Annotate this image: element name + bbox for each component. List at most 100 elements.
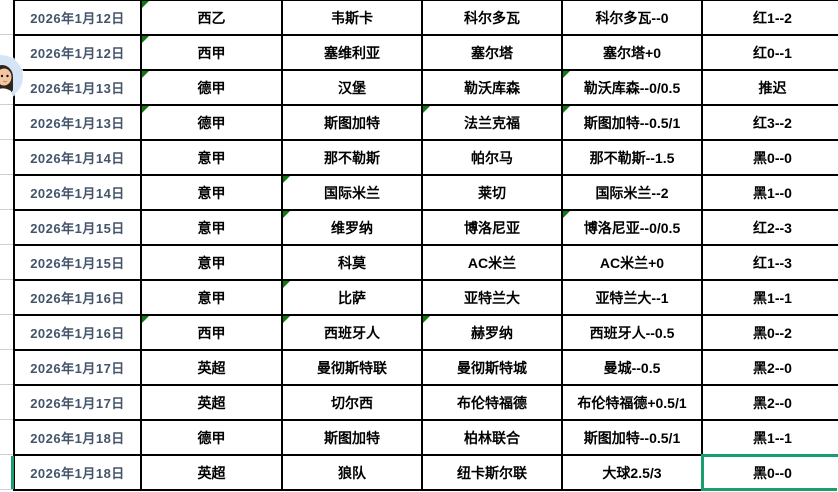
cell-result[interactable]: 黑0--0 [703, 141, 838, 176]
cell-date[interactable]: 2026年1月16日 [15, 316, 142, 351]
cell-home[interactable]: 切尔西 [283, 386, 423, 421]
cell-date[interactable]: 2026年1月14日 [15, 141, 142, 176]
cell-date[interactable]: 2026年1月18日 [15, 456, 142, 491]
cell-home[interactable]: 狼队 [283, 456, 423, 491]
cell-away[interactable]: 曼彻斯特城 [423, 351, 563, 386]
cell-handicap[interactable]: 大球2.5/3 [563, 456, 703, 491]
cell-league[interactable]: 西乙 [142, 1, 283, 36]
cell-home[interactable]: 西班牙人 [283, 316, 423, 351]
cell-handicap[interactable]: 亚特兰大--1 [563, 281, 703, 316]
cell-text: 切尔西 [331, 394, 373, 411]
cell-away[interactable]: 柏林联合 [423, 421, 563, 456]
cell-text: 国际米兰 [324, 184, 380, 201]
error-flag-icon [142, 1, 149, 8]
cell-date[interactable]: 2026年1月17日 [15, 386, 142, 421]
cell-league[interactable]: 德甲 [142, 71, 283, 106]
cell-date[interactable]: 2026年1月12日 [15, 1, 142, 36]
cell-result[interactable]: 黑1--1 [703, 281, 838, 316]
cell-result[interactable]: 红1--2 [703, 1, 838, 36]
cell-away[interactable]: 法兰克福 [423, 106, 563, 141]
cell-result[interactable]: 红1--3 [703, 246, 838, 281]
cell-away[interactable]: 塞尔塔 [423, 36, 563, 71]
cell-handicap[interactable]: 勒沃库森--0/0.5 [563, 71, 703, 106]
cell-home[interactable]: 维罗纳 [283, 211, 423, 246]
cell-text: 纽卡斯尔联 [457, 464, 527, 481]
cell-home[interactable]: 韦斯卡 [283, 1, 423, 36]
cell-home[interactable]: 那不勒斯 [283, 141, 423, 176]
cell-handicap[interactable]: 斯图加特--0.5/1 [563, 106, 703, 141]
cell-date[interactable]: 2026年1月14日 [15, 176, 142, 211]
cell-date[interactable]: 2026年1月17日 [15, 351, 142, 386]
cell-away[interactable]: 帕尔马 [423, 141, 563, 176]
cell-handicap[interactable]: AC米兰+0 [563, 246, 703, 281]
cell-league[interactable]: 西甲 [142, 36, 283, 71]
cell-result[interactable]: 红0--1 [703, 36, 838, 71]
cell-text: 2026年1月15日 [30, 221, 125, 236]
cell-league[interactable]: 英超 [142, 456, 283, 491]
cell-result[interactable]: 推迟 [703, 71, 838, 106]
cell-league[interactable]: 意甲 [142, 211, 283, 246]
cell-league[interactable]: 英超 [142, 386, 283, 421]
active-cell[interactable]: 黑0--0 [701, 454, 838, 492]
cell-handicap[interactable]: 曼城--0.5 [563, 351, 703, 386]
cell-text: 英超 [197, 464, 226, 481]
cell-away[interactable]: 莱切 [423, 176, 563, 211]
cell-league[interactable]: 西甲 [142, 316, 283, 351]
user-avatar[interactable] [0, 55, 23, 99]
cell-handicap[interactable]: 塞尔塔+0 [563, 36, 703, 71]
cell-away[interactable]: 纽卡斯尔联 [423, 456, 563, 491]
cell-home[interactable]: 国际米兰 [283, 176, 423, 211]
cell-league[interactable]: 德甲 [142, 106, 283, 141]
cell-home[interactable]: 塞维利亚 [283, 36, 423, 71]
cell-home[interactable]: 曼彻斯特联 [283, 351, 423, 386]
cell-date[interactable]: 2026年1月18日 [15, 421, 142, 456]
cell-text: 黑2--0 [753, 394, 792, 411]
cell-handicap[interactable]: 博洛尼亚--0/0.5 [563, 211, 703, 246]
cell-league[interactable]: 德甲 [142, 421, 283, 456]
cell-league[interactable]: 意甲 [142, 281, 283, 316]
cell-home[interactable]: 汉堡 [283, 71, 423, 106]
cell-away[interactable]: 博洛尼亚 [423, 211, 563, 246]
cell-handicap[interactable]: 科尔多瓦--0 [563, 1, 703, 36]
cell-result[interactable]: 黑2--0 [703, 386, 838, 421]
cell-result[interactable]: 黑0--2 [703, 316, 838, 351]
cell-league[interactable]: 意甲 [142, 176, 283, 211]
cell-result[interactable]: 黑1--0 [703, 176, 838, 211]
cell-date[interactable]: 2026年1月15日 [15, 246, 142, 281]
cell-handicap[interactable]: 那不勒斯--1.5 [563, 141, 703, 176]
cell-result[interactable]: 红3--2 [703, 106, 838, 141]
cell-result[interactable]: 黑1--1 [703, 421, 838, 456]
cell-date[interactable]: 2026年1月13日 [15, 106, 142, 141]
cell-league[interactable]: 意甲 [142, 141, 283, 176]
cell-result[interactable]: 红2--3 [703, 211, 838, 246]
cell-text: 德甲 [197, 429, 226, 446]
cell-text: 红3--2 [753, 114, 792, 131]
cell-away[interactable]: 布伦特福德 [423, 386, 563, 421]
cell-date[interactable]: 2026年1月12日 [15, 36, 142, 71]
cell-away[interactable]: AC米兰 [423, 246, 563, 281]
cell-league[interactable]: 英超 [142, 351, 283, 386]
cell-away[interactable]: 勒沃库森 [423, 71, 563, 106]
cell-league[interactable]: 意甲 [142, 246, 283, 281]
cell-home[interactable]: 比萨 [283, 281, 423, 316]
cell-text: 德甲 [197, 114, 226, 131]
cell-home[interactable]: 斯图加特 [283, 106, 423, 141]
cell-handicap[interactable]: 斯图加特--0.5/1 [563, 421, 703, 456]
cell-away[interactable]: 亚特兰大 [423, 281, 563, 316]
cell-text: 博洛尼亚--0/0.5 [583, 219, 681, 236]
cell-handicap[interactable]: 西班牙人--0.5 [563, 316, 703, 351]
cell-home[interactable]: 科莫 [283, 246, 423, 281]
cell-date[interactable]: 2026年1月15日 [15, 211, 142, 246]
cell-home[interactable]: 斯图加特 [283, 421, 423, 456]
cell-date[interactable]: 2026年1月13日 [15, 71, 142, 106]
cell-handicap[interactable]: 国际米兰--2 [563, 176, 703, 211]
cell-text: 西甲 [197, 44, 226, 61]
cell-date[interactable]: 2026年1月16日 [15, 281, 142, 316]
cell-away[interactable]: 科尔多瓦 [423, 1, 563, 36]
error-flag-icon [142, 316, 149, 323]
cell-result[interactable]: 黑2--0 [703, 351, 838, 386]
cell-text: 黑2--0 [753, 359, 792, 376]
cell-handicap[interactable]: 布伦特福德+0.5/1 [563, 386, 703, 421]
cell-away[interactable]: 赫罗纳 [423, 316, 563, 351]
